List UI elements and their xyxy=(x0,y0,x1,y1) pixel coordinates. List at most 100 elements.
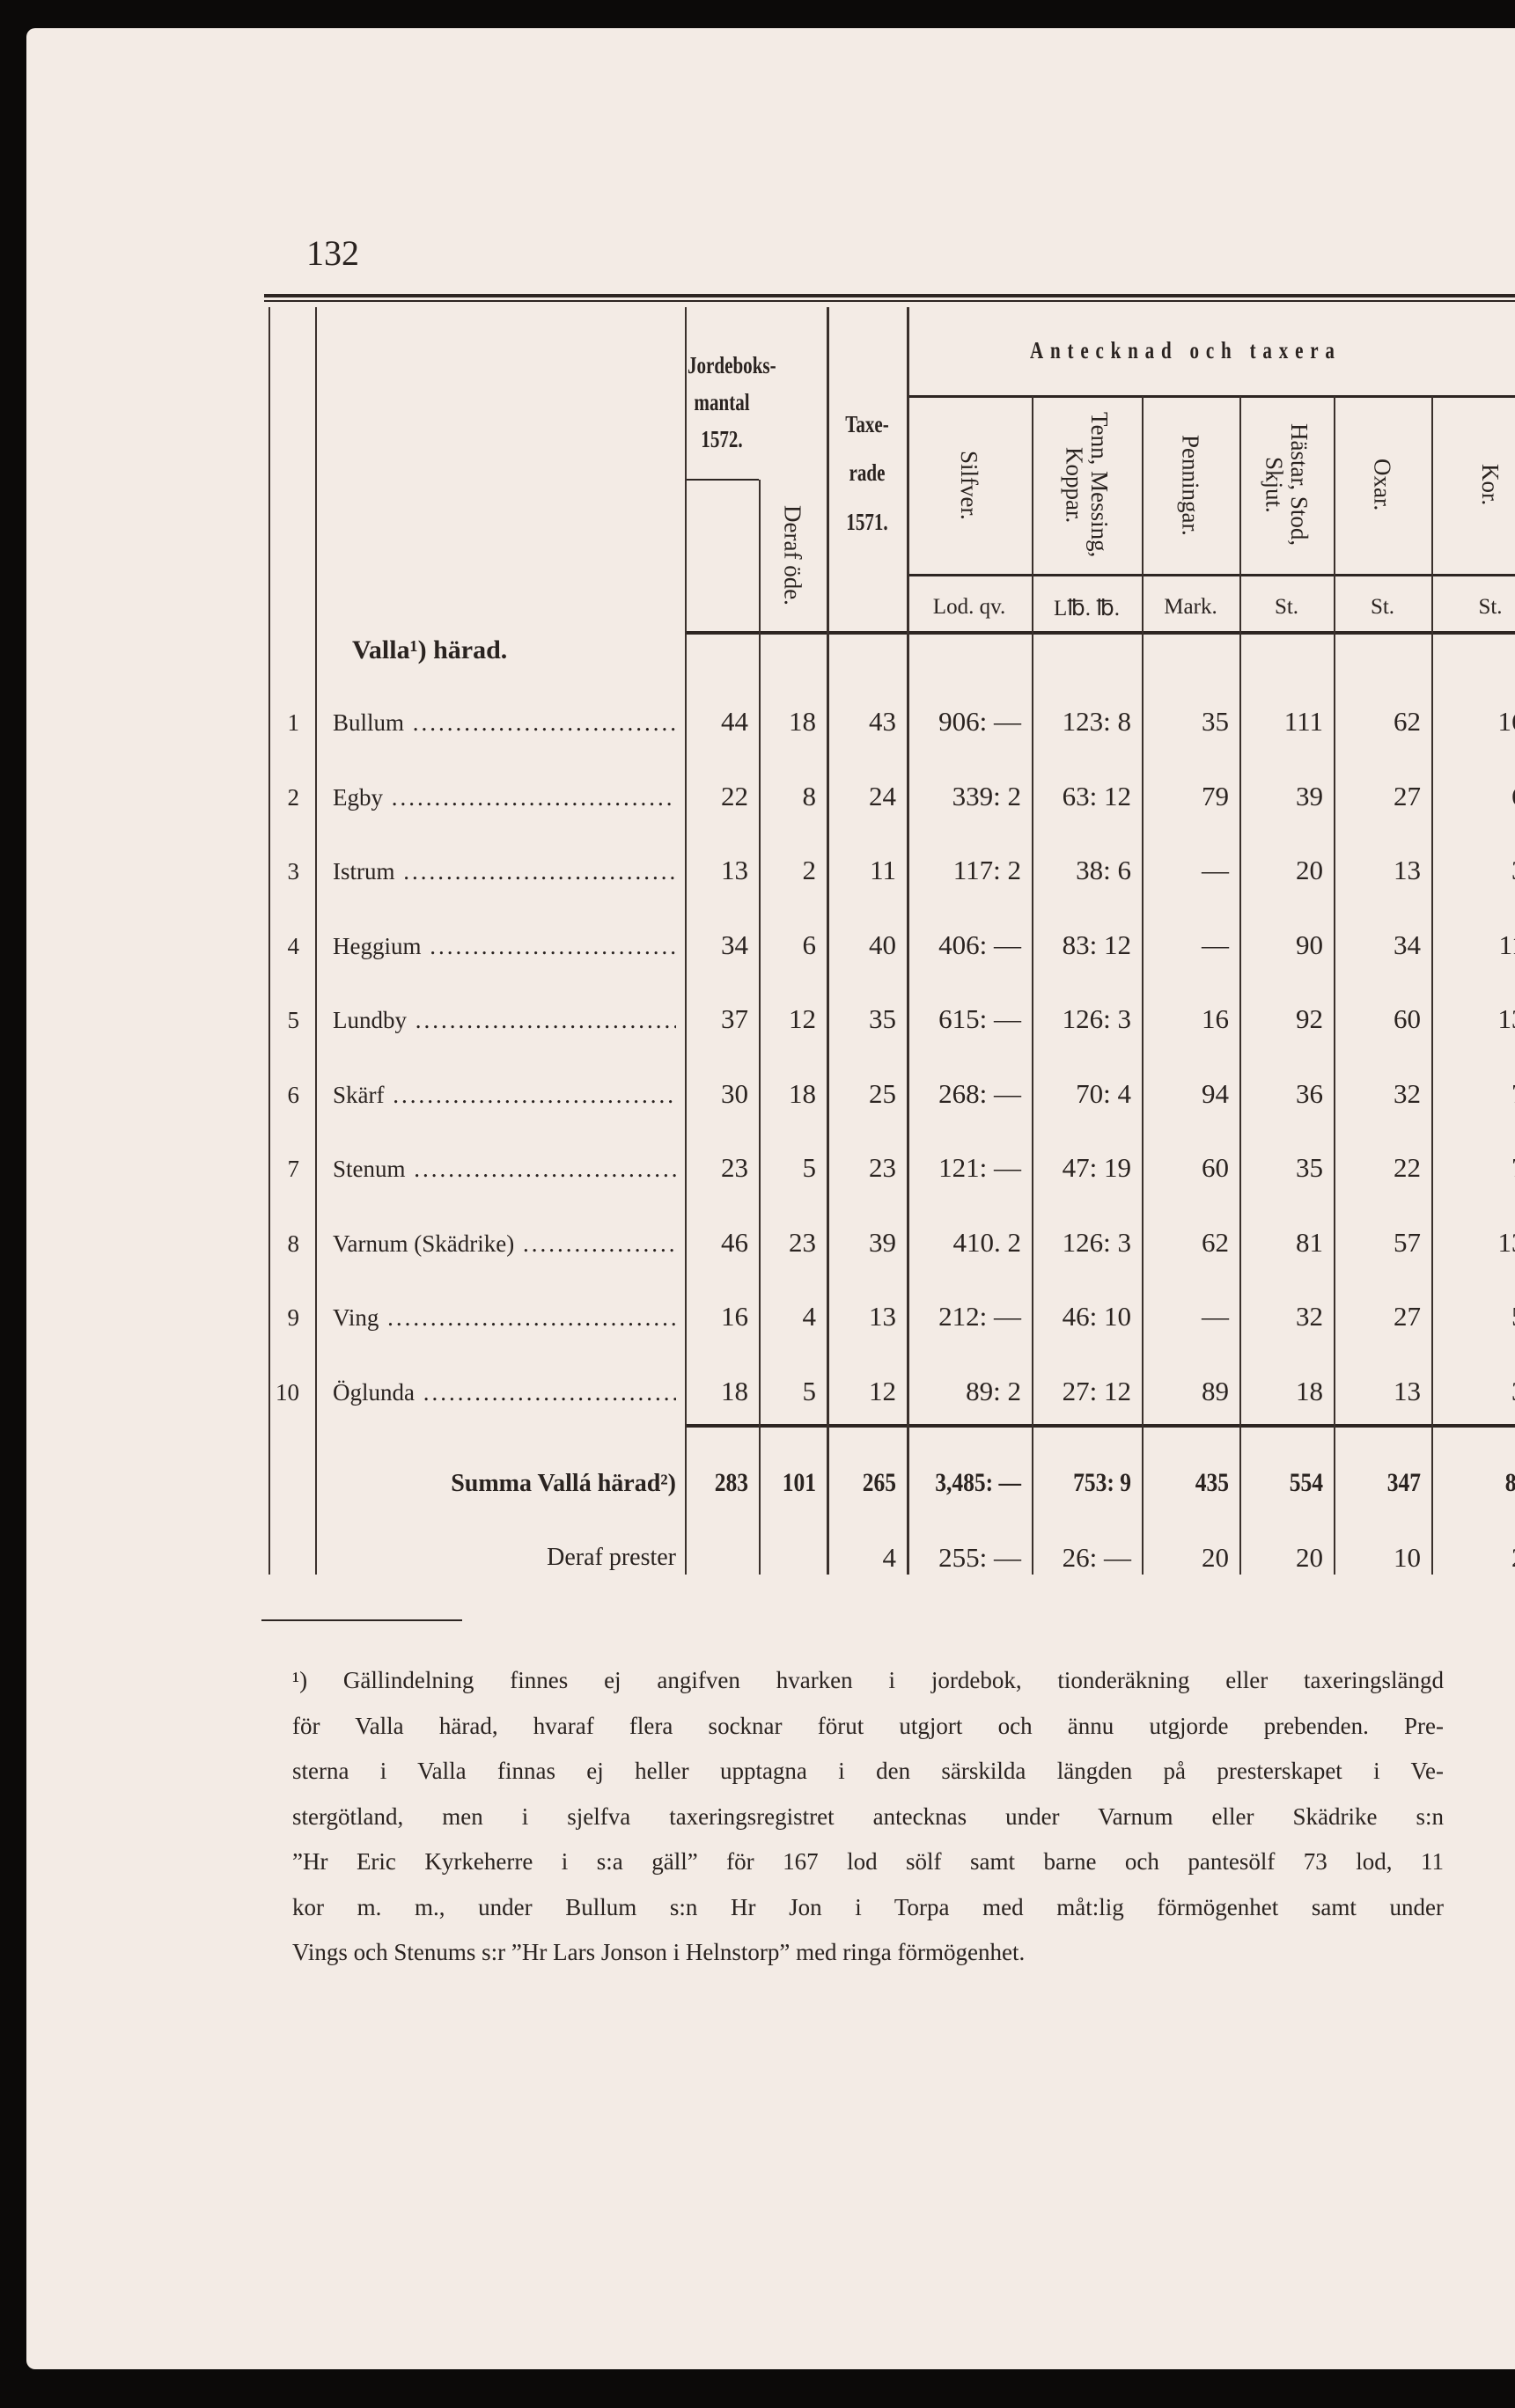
table-cell: 31 xyxy=(1431,855,1515,886)
table-cell: 255: — xyxy=(938,1542,1021,1573)
table-cell: 615: — xyxy=(938,1003,1021,1034)
table-cell: 57 xyxy=(1394,1226,1421,1258)
row-name: Öglunda xyxy=(333,1378,415,1406)
table-cell: 160 xyxy=(1497,706,1515,737)
table-cell: 4 xyxy=(802,1301,817,1332)
row-name: Heggium xyxy=(333,932,422,959)
table-cell: 81 xyxy=(1296,1226,1323,1258)
unit-4: St. xyxy=(1370,595,1395,619)
table-cell: 90 xyxy=(1296,929,1323,960)
table-cell: 212: — xyxy=(938,1301,1021,1332)
unit-2: Mark. xyxy=(1164,595,1217,619)
footnote-line: ¹) Gällindelning finnes ej angifven hvar… xyxy=(292,1667,1444,1693)
document-page: 132 Jordeboks-mantal 1572. Deraf öde. Taxe-… xyxy=(26,28,1515,2369)
table-cell: 16 xyxy=(721,1301,748,1332)
table-cell: 27 xyxy=(1394,1301,1421,1332)
column-divider xyxy=(907,307,909,1575)
table-cell: 24 xyxy=(1431,1542,1515,1574)
header-bottom-rule xyxy=(685,631,1515,635)
table-cell: 40 xyxy=(869,929,896,960)
table-cell: 16 xyxy=(1202,1003,1229,1034)
table-cell: 73 xyxy=(1431,1078,1515,1110)
footnote-line: kor m. m., under Bullum s:n Hr Jon i Tor… xyxy=(292,1893,1444,1920)
table-cell: 27: 12 xyxy=(1062,1375,1131,1406)
row-name: Egby xyxy=(333,783,383,811)
table-cell: 46: 10 xyxy=(1062,1301,1131,1332)
table-cell: 36 xyxy=(1296,1077,1323,1109)
row-name: Skärf xyxy=(333,1081,385,1108)
table-cell: 30 xyxy=(721,1077,748,1109)
table-cell: 34 xyxy=(1394,929,1421,960)
table-cell: 35 xyxy=(1202,706,1229,737)
top-rule xyxy=(264,294,1515,297)
header-jordeboks: Jordeboks-mantal 1572. xyxy=(688,352,776,452)
table-cell: — xyxy=(1202,855,1229,885)
row-name: Lundby xyxy=(333,1007,407,1033)
leader-dots: ........................................… xyxy=(391,783,676,811)
table-cell: 10 xyxy=(1394,1542,1421,1573)
column-divider xyxy=(1239,396,1241,1575)
row-number: 4 xyxy=(287,932,300,959)
units-rule xyxy=(907,574,1515,576)
table-cell: 6 xyxy=(802,929,817,960)
table-cell: 123: 8 xyxy=(1062,706,1131,737)
table-cell: 138 xyxy=(1497,1003,1515,1034)
table-cell: 22 xyxy=(721,780,748,811)
header-col-1: Tenn, Messing, Koppar. xyxy=(1061,412,1113,558)
unit-0: Lod. qv. xyxy=(932,595,1006,619)
table-cell: 35 xyxy=(869,1003,896,1034)
column-divider xyxy=(1431,396,1433,1575)
leader-dots: ........................................… xyxy=(387,1304,676,1331)
leader-dots: ........................................… xyxy=(403,858,676,885)
table-cell: 121: — xyxy=(938,1152,1021,1183)
table-cell: 44 xyxy=(721,706,748,737)
table-cell: 23 xyxy=(869,1152,896,1183)
table-cell: 22 xyxy=(1394,1152,1421,1183)
column-divider xyxy=(759,480,761,1575)
footnote-line: för Valla härad, hvaraf flera socknar fö… xyxy=(292,1712,1444,1739)
table-cell: 882 xyxy=(1447,1468,1515,1498)
row-number: 6 xyxy=(287,1081,300,1108)
row-number: 8 xyxy=(287,1230,300,1257)
row-number: 2 xyxy=(287,783,300,811)
table-cell: 60 xyxy=(1202,1152,1229,1183)
column-divider xyxy=(315,307,317,1575)
section-title: Valla¹) härad. xyxy=(352,635,508,664)
table-cell: 25 xyxy=(869,1077,896,1109)
table-cell: 283 xyxy=(714,1468,748,1497)
header-group: Antecknad och taxera xyxy=(1030,337,1342,363)
header-col-0: Silfver. xyxy=(956,450,983,520)
table-cell: 13 xyxy=(1394,1375,1421,1406)
leader-dots: ........................................… xyxy=(423,1378,676,1406)
summa-label: Summa Vallá härad²) xyxy=(451,1470,676,1497)
table-row: Heggium ................................… xyxy=(333,933,676,960)
table-cell: 126: 3 xyxy=(1062,1003,1131,1034)
table-cell: 8 xyxy=(802,780,817,811)
row-number: 9 xyxy=(287,1304,300,1331)
leader-dots: ........................................… xyxy=(414,1156,676,1182)
table-cell: 11 xyxy=(870,855,896,885)
table-cell: 39 xyxy=(869,1226,896,1258)
table-row: Istrum .................................… xyxy=(333,858,676,885)
table-cell: 133 xyxy=(1497,1226,1515,1258)
table-row: Varnum (Skädrike) ......................… xyxy=(333,1230,676,1258)
table-cell: 33 xyxy=(1431,1376,1515,1407)
table-cell: 753: 9 xyxy=(1073,1468,1131,1497)
footnote: ¹) Gällindelning finnes ej angifven hvar… xyxy=(292,1658,1444,1976)
row-number: 10 xyxy=(276,1378,299,1406)
table-cell: 347 xyxy=(1386,1468,1421,1497)
table-cell: 43 xyxy=(869,706,896,737)
table-cell: 18 xyxy=(1296,1375,1323,1406)
row-number: 5 xyxy=(287,1007,300,1033)
footnote-line: ”Hr Eric Kyrkeherre i s:a gäll” för 167 … xyxy=(292,1848,1444,1875)
column-divider xyxy=(685,307,687,1575)
unit-5: St. xyxy=(1478,595,1503,619)
table-row: Skärf ..................................… xyxy=(333,1082,676,1109)
table-cell: 20 xyxy=(1296,1542,1323,1573)
table-row: Lundby .................................… xyxy=(333,1007,676,1034)
table-cell: 27 xyxy=(1394,780,1421,811)
table-cell: 126: 3 xyxy=(1062,1226,1131,1258)
table-cell: 89 xyxy=(1202,1375,1229,1406)
table-cell: 117 xyxy=(1498,929,1515,960)
table-row: Öglunda ................................… xyxy=(333,1379,676,1406)
